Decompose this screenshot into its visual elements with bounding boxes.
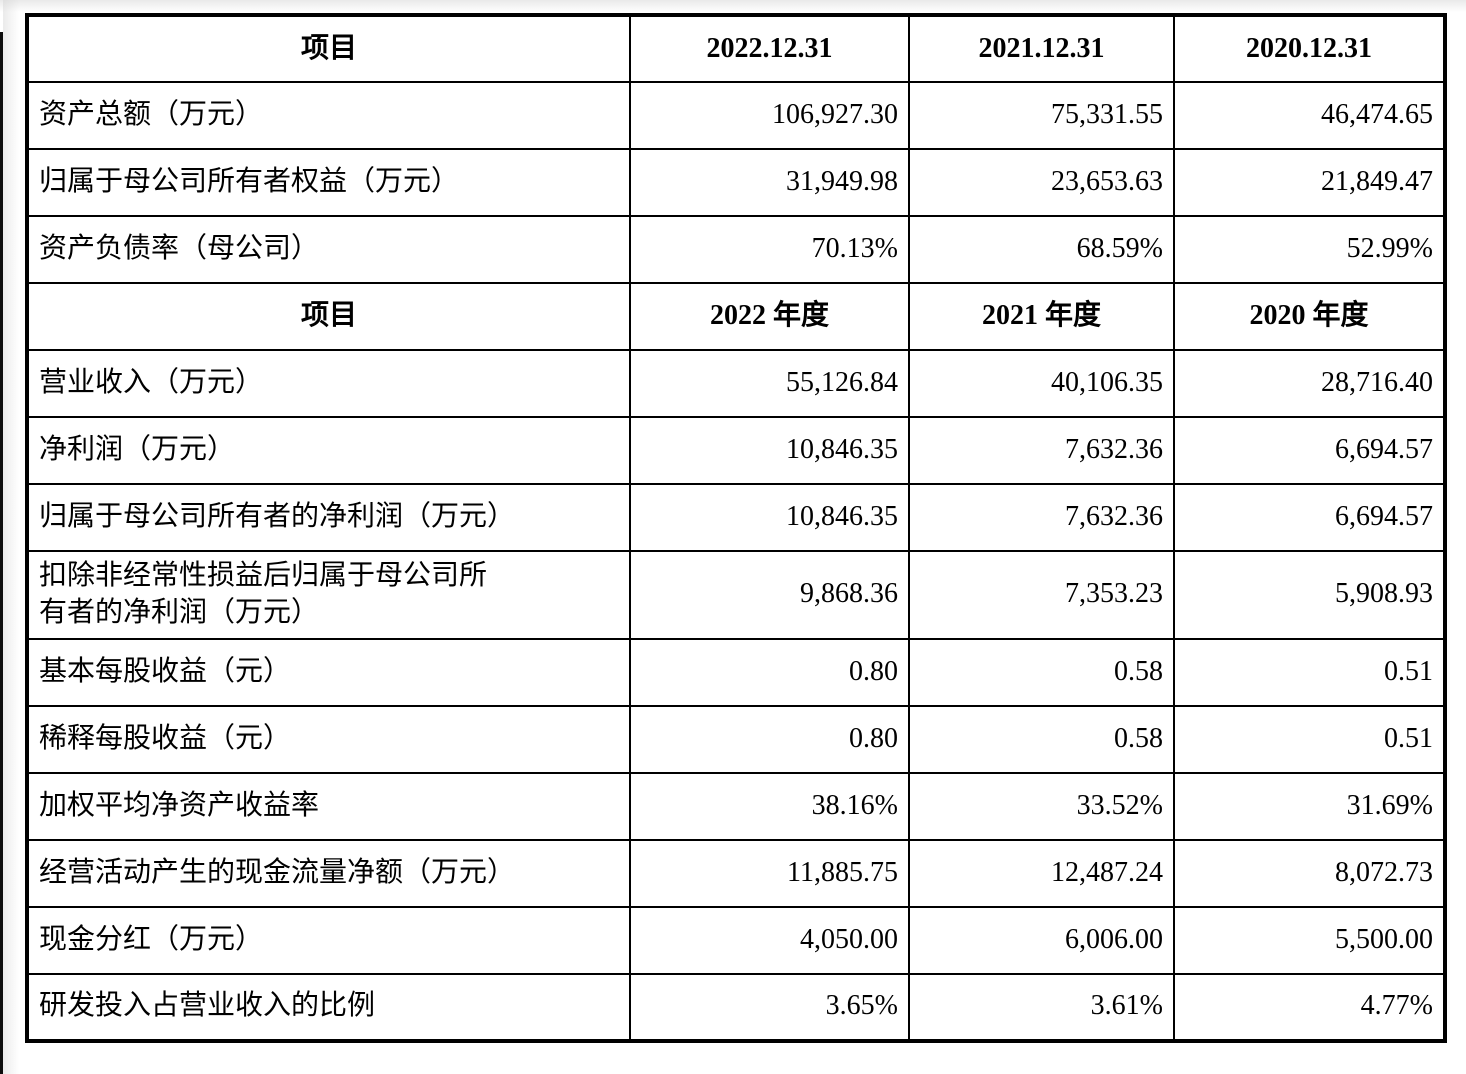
value-cell: 9,868.36 bbox=[629, 550, 910, 640]
value-cell: 70.13% bbox=[629, 215, 910, 284]
value-cell: 8,072.73 bbox=[1173, 838, 1446, 908]
value-cell: 23,653.63 bbox=[908, 148, 1175, 217]
item-header-cell: 项目 bbox=[26, 282, 631, 351]
table-row-weighted-roe: 加权平均净资产收益率 38.16% 33.52% 31.69% bbox=[26, 771, 1446, 841]
row-label-cell: 研发投入占营业收入的比例 bbox=[26, 972, 631, 1042]
item-header-cell: 项目 bbox=[26, 14, 631, 83]
period-header-cell-2020: 2020 年度 bbox=[1173, 282, 1446, 351]
row-label-cell: 净利润（万元） bbox=[26, 416, 631, 485]
value-cell: 0.80 bbox=[629, 704, 910, 774]
row-label-cell: 稀释每股收益（元） bbox=[26, 704, 631, 774]
period-header-cell-2022-12-31: 2022.12.31 bbox=[629, 14, 910, 83]
period-header-cell-2020-12-31: 2020.12.31 bbox=[1173, 14, 1446, 83]
value-cell: 46,474.65 bbox=[1173, 81, 1446, 150]
value-cell: 33.52% bbox=[908, 771, 1175, 841]
value-cell: 6,006.00 bbox=[908, 905, 1175, 975]
table-row-basic-eps: 基本每股收益（元） 0.80 0.58 0.51 bbox=[26, 637, 1446, 707]
value-cell: 0.58 bbox=[908, 704, 1175, 774]
value-cell: 31,949.98 bbox=[629, 148, 910, 217]
value-cell: 68.59% bbox=[908, 215, 1175, 284]
table-row-diluted-eps: 稀释每股收益（元） 0.80 0.58 0.51 bbox=[26, 704, 1446, 774]
table-row-net-profit: 净利润（万元） 10,846.35 7,632.36 6,694.57 bbox=[26, 416, 1446, 485]
value-cell: 10,846.35 bbox=[629, 483, 910, 552]
value-cell: 6,694.57 bbox=[1173, 416, 1446, 485]
table-header-row-balance: 项目 2022.12.31 2021.12.31 2020.12.31 bbox=[26, 14, 1446, 83]
value-cell: 31.69% bbox=[1173, 771, 1446, 841]
value-cell: 7,353.23 bbox=[908, 550, 1175, 640]
value-cell: 40,106.35 bbox=[908, 349, 1175, 418]
row-label-cell: 经营活动产生的现金流量净额（万元） bbox=[26, 838, 631, 908]
table-row-total-assets: 资产总额（万元） 106,927.30 75,331.55 46,474.65 bbox=[26, 81, 1446, 150]
table-header-row-annual: 项目 2022 年度 2021 年度 2020 年度 bbox=[26, 282, 1446, 351]
financial-summary-table: 项目 2022.12.31 2021.12.31 2020.12.31 资产总额… bbox=[25, 13, 1447, 1043]
value-cell: 21,849.47 bbox=[1173, 148, 1446, 217]
table-row-debt-ratio: 资产负债率（母公司） 70.13% 68.59% 52.99% bbox=[26, 215, 1446, 284]
table-row-cash-dividend: 现金分红（万元） 4,050.00 6,006.00 5,500.00 bbox=[26, 905, 1446, 975]
period-header-cell-2021: 2021 年度 bbox=[908, 282, 1175, 351]
row-label-cell: 归属于母公司所有者权益（万元） bbox=[26, 148, 631, 217]
value-cell: 3.61% bbox=[908, 972, 1175, 1042]
scan-top-band bbox=[0, 0, 1466, 12]
value-cell: 106,927.30 bbox=[629, 81, 910, 150]
value-cell: 52.99% bbox=[1173, 215, 1446, 284]
row-label-cell: 归属于母公司所有者的净利润（万元） bbox=[26, 483, 631, 552]
value-cell: 38.16% bbox=[629, 771, 910, 841]
value-cell: 4.77% bbox=[1173, 972, 1446, 1042]
value-cell: 0.51 bbox=[1173, 704, 1446, 774]
table-row-parent-equity: 归属于母公司所有者权益（万元） 31,949.98 23,653.63 21,8… bbox=[26, 148, 1446, 217]
value-cell: 0.51 bbox=[1173, 637, 1446, 707]
row-label-cell: 资产总额（万元） bbox=[26, 81, 631, 150]
value-cell: 10,846.35 bbox=[629, 416, 910, 485]
row-label-cell: 基本每股收益（元） bbox=[26, 637, 631, 707]
table-row-revenue: 营业收入（万元） 55,126.84 40,106.35 28,716.40 bbox=[26, 349, 1446, 418]
scan-left-shade bbox=[3, 0, 19, 1074]
value-cell: 0.80 bbox=[629, 637, 910, 707]
value-cell: 7,632.36 bbox=[908, 416, 1175, 485]
value-cell: 28,716.40 bbox=[1173, 349, 1446, 418]
table-row-parent-net-profit: 归属于母公司所有者的净利润（万元） 10,846.35 7,632.36 6,6… bbox=[26, 483, 1446, 552]
value-cell: 75,331.55 bbox=[908, 81, 1175, 150]
scan-left-edge-artifact bbox=[0, 32, 3, 1074]
value-cell: 12,487.24 bbox=[908, 838, 1175, 908]
row-label-cell: 资产负债率（母公司） bbox=[26, 215, 631, 284]
period-header-cell-2022: 2022 年度 bbox=[629, 282, 910, 351]
table-row-operating-cash-flow: 经营活动产生的现金流量净额（万元） 11,885.75 12,487.24 8,… bbox=[26, 838, 1446, 908]
value-cell: 6,694.57 bbox=[1173, 483, 1446, 552]
value-cell: 4,050.00 bbox=[629, 905, 910, 975]
row-label-cell: 加权平均净资产收益率 bbox=[26, 771, 631, 841]
value-cell: 55,126.84 bbox=[629, 349, 910, 418]
value-cell: 0.58 bbox=[908, 637, 1175, 707]
row-label-cell: 现金分红（万元） bbox=[26, 905, 631, 975]
value-cell: 7,632.36 bbox=[908, 483, 1175, 552]
period-header-cell-2021-12-31: 2021.12.31 bbox=[908, 14, 1175, 83]
value-cell: 3.65% bbox=[629, 972, 910, 1042]
row-label-cell: 扣除非经常性损益后归属于母公司所 有者的净利润（万元） bbox=[26, 550, 631, 640]
table-row-rd-ratio: 研发投入占营业收入的比例 3.65% 3.61% 4.77% bbox=[26, 972, 1446, 1042]
value-cell: 5,908.93 bbox=[1173, 550, 1446, 640]
table-row-deducted-net-profit: 扣除非经常性损益后归属于母公司所 有者的净利润（万元） 9,868.36 7,3… bbox=[26, 550, 1446, 640]
value-cell: 5,500.00 bbox=[1173, 905, 1446, 975]
value-cell: 11,885.75 bbox=[629, 838, 910, 908]
row-label-cell: 营业收入（万元） bbox=[26, 349, 631, 418]
